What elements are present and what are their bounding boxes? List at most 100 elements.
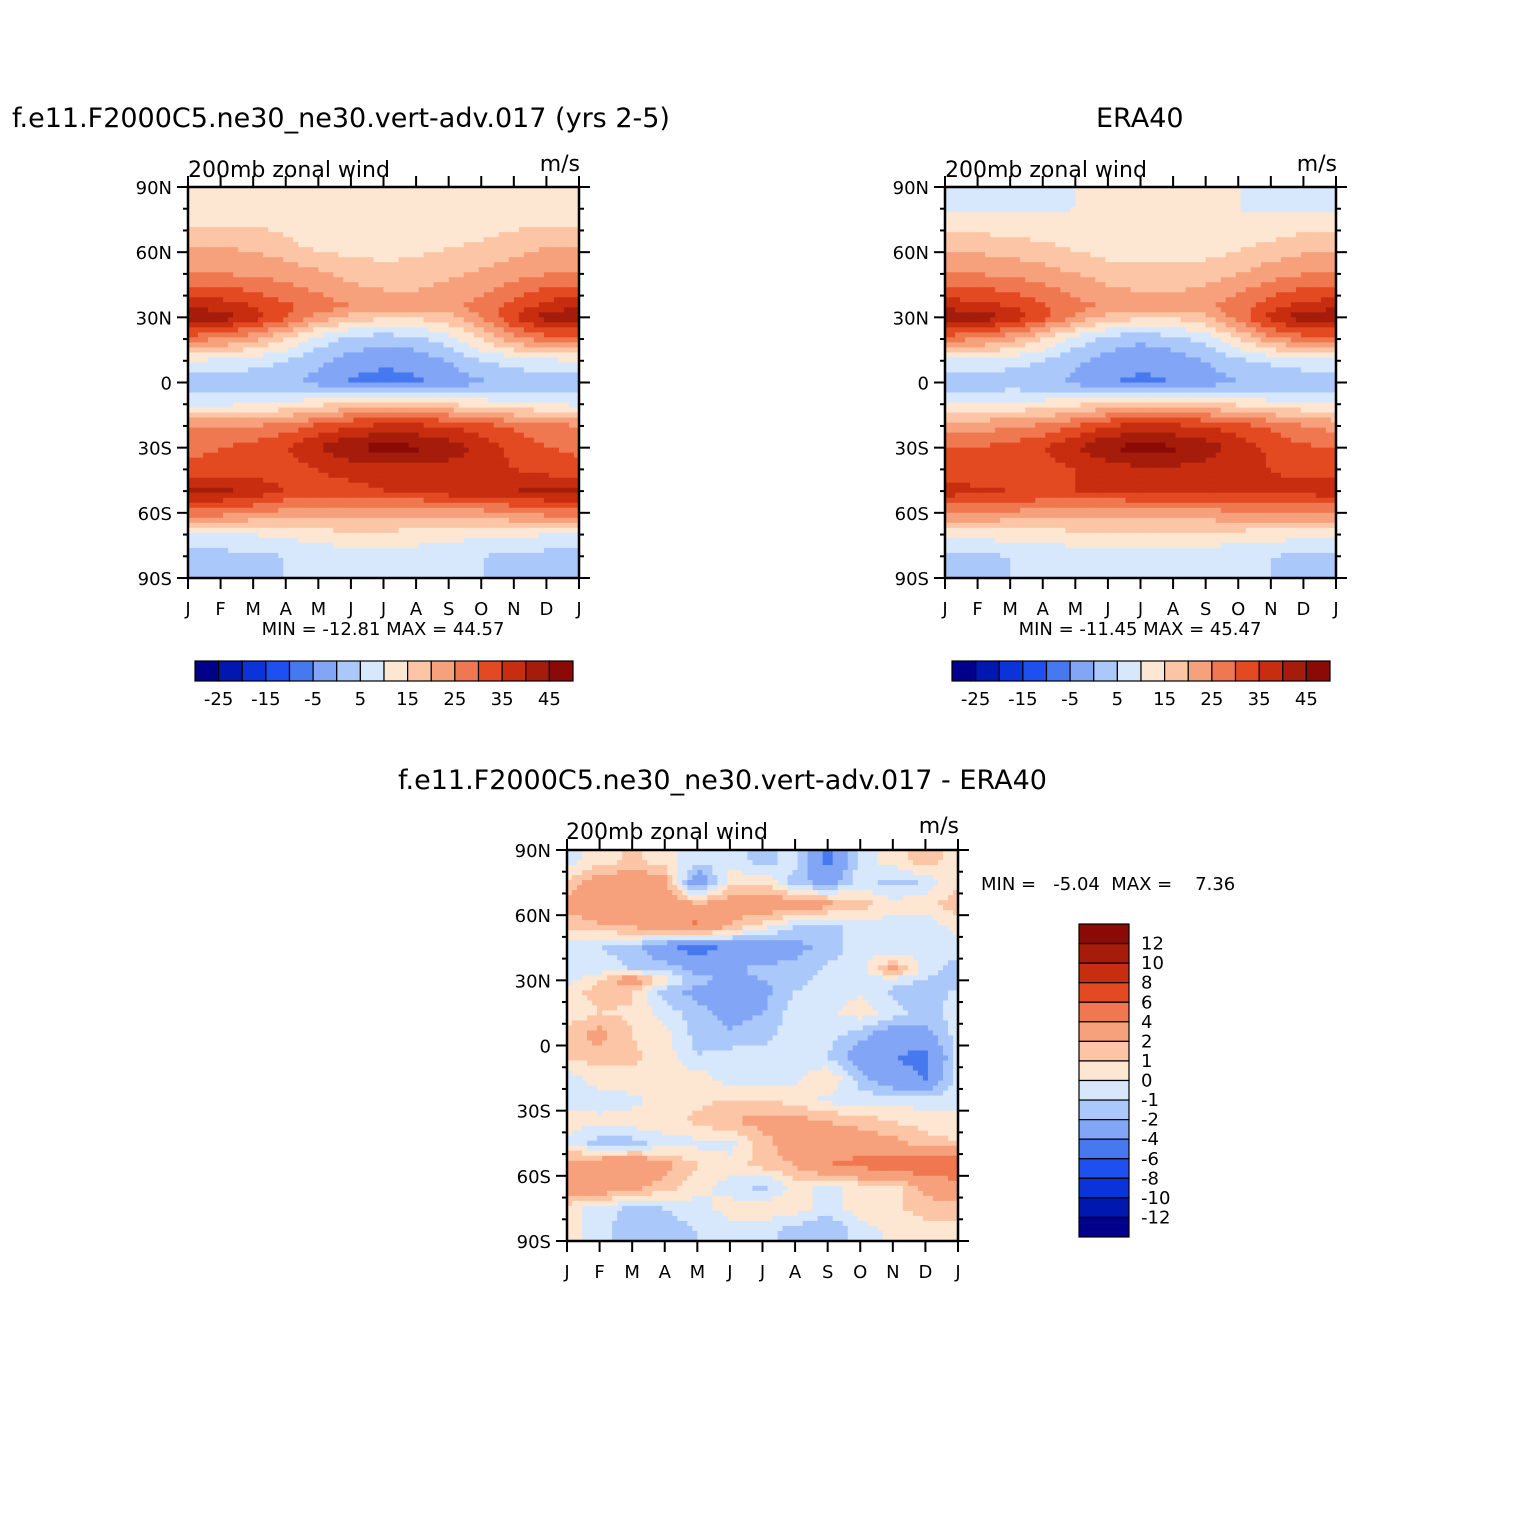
field-cell — [373, 442, 380, 449]
field-cell — [448, 312, 455, 318]
field-cell — [303, 367, 309, 374]
field-cell — [483, 242, 490, 248]
field-cell — [273, 222, 279, 228]
field-cell — [553, 282, 560, 288]
field-cell — [543, 222, 550, 228]
field-cell — [438, 222, 445, 228]
field-cell — [193, 212, 199, 218]
field-cell — [273, 382, 279, 389]
field-cell — [213, 427, 219, 434]
field-cell — [313, 362, 319, 369]
field-cell — [453, 412, 460, 419]
field-cell — [568, 187, 575, 193]
field-cell — [488, 452, 495, 459]
field-cell — [438, 242, 445, 248]
field-cell — [433, 487, 440, 494]
field-cell — [278, 352, 284, 359]
field-cell — [473, 477, 480, 484]
field-cell — [308, 197, 314, 203]
field-cell — [563, 457, 570, 464]
field-cell — [383, 242, 390, 248]
field-cell — [198, 197, 204, 203]
field-cell — [393, 482, 400, 489]
field-cell — [563, 282, 570, 288]
field-cell — [423, 302, 430, 308]
field-cell — [378, 417, 385, 424]
field-cell — [273, 357, 279, 364]
field-cell — [303, 337, 309, 343]
field-cell — [318, 462, 324, 469]
field-cell — [468, 197, 475, 203]
field-cell — [558, 482, 565, 489]
field-cell — [253, 317, 259, 323]
field-cell — [288, 212, 294, 218]
field-cell — [443, 317, 450, 323]
field-cell — [373, 427, 380, 434]
field-cell — [223, 362, 229, 369]
field-cell — [193, 347, 199, 354]
field-cell — [258, 272, 264, 278]
field-cell — [558, 217, 565, 223]
field-cell — [343, 252, 350, 258]
field-cell — [298, 442, 304, 449]
field-cell — [358, 407, 365, 414]
field-cell — [373, 282, 380, 288]
field-cell — [503, 417, 510, 424]
field-cell — [433, 327, 440, 333]
field-cell — [463, 267, 470, 273]
field-cell — [353, 202, 360, 208]
field-cell — [363, 292, 370, 298]
field-cell — [253, 492, 259, 499]
field-cell — [373, 497, 380, 504]
field-cell — [353, 372, 360, 379]
field-cell — [283, 377, 289, 384]
field-cell — [278, 207, 284, 213]
field-cell — [273, 282, 279, 288]
field-cell — [243, 317, 249, 323]
field-cell — [358, 337, 365, 343]
field-cell — [423, 192, 430, 198]
field-cell — [323, 407, 329, 414]
field-cell — [218, 477, 224, 484]
field-cell — [478, 387, 485, 394]
field-cell — [548, 227, 555, 233]
field-cell — [218, 297, 224, 303]
field-cell — [283, 262, 289, 268]
field-cell — [273, 397, 279, 404]
field-cell — [488, 467, 495, 474]
field-cell — [238, 407, 244, 414]
field-cell — [273, 412, 279, 419]
field-cell — [188, 262, 194, 268]
field-cell — [413, 252, 420, 258]
field-cell — [428, 472, 435, 479]
field-cell — [323, 292, 329, 298]
field-cell — [293, 212, 299, 218]
field-cell — [378, 312, 385, 318]
field-cell — [328, 377, 334, 384]
field-cell — [398, 427, 405, 434]
field-cell — [228, 467, 234, 474]
field-cell — [443, 472, 450, 479]
field-cell — [563, 427, 570, 434]
field-cell — [318, 397, 324, 404]
field-cell — [228, 372, 234, 379]
field-cell — [318, 227, 324, 233]
field-cell — [363, 397, 370, 404]
field-cell — [423, 332, 430, 338]
field-cell — [188, 432, 194, 439]
field-cell — [448, 197, 455, 203]
field-cell — [408, 302, 415, 308]
field-cell — [353, 427, 360, 434]
field-cell — [373, 342, 380, 349]
field-cell — [523, 202, 530, 208]
field-cell — [373, 292, 380, 298]
field-cell — [568, 277, 575, 283]
field-cell — [273, 417, 279, 424]
field-cell — [488, 442, 495, 449]
field-cell — [223, 202, 229, 208]
field-cell — [478, 497, 485, 504]
field-cell — [378, 197, 385, 203]
field-cell — [248, 367, 254, 374]
field-cell — [393, 322, 400, 328]
field-cell — [438, 327, 445, 333]
